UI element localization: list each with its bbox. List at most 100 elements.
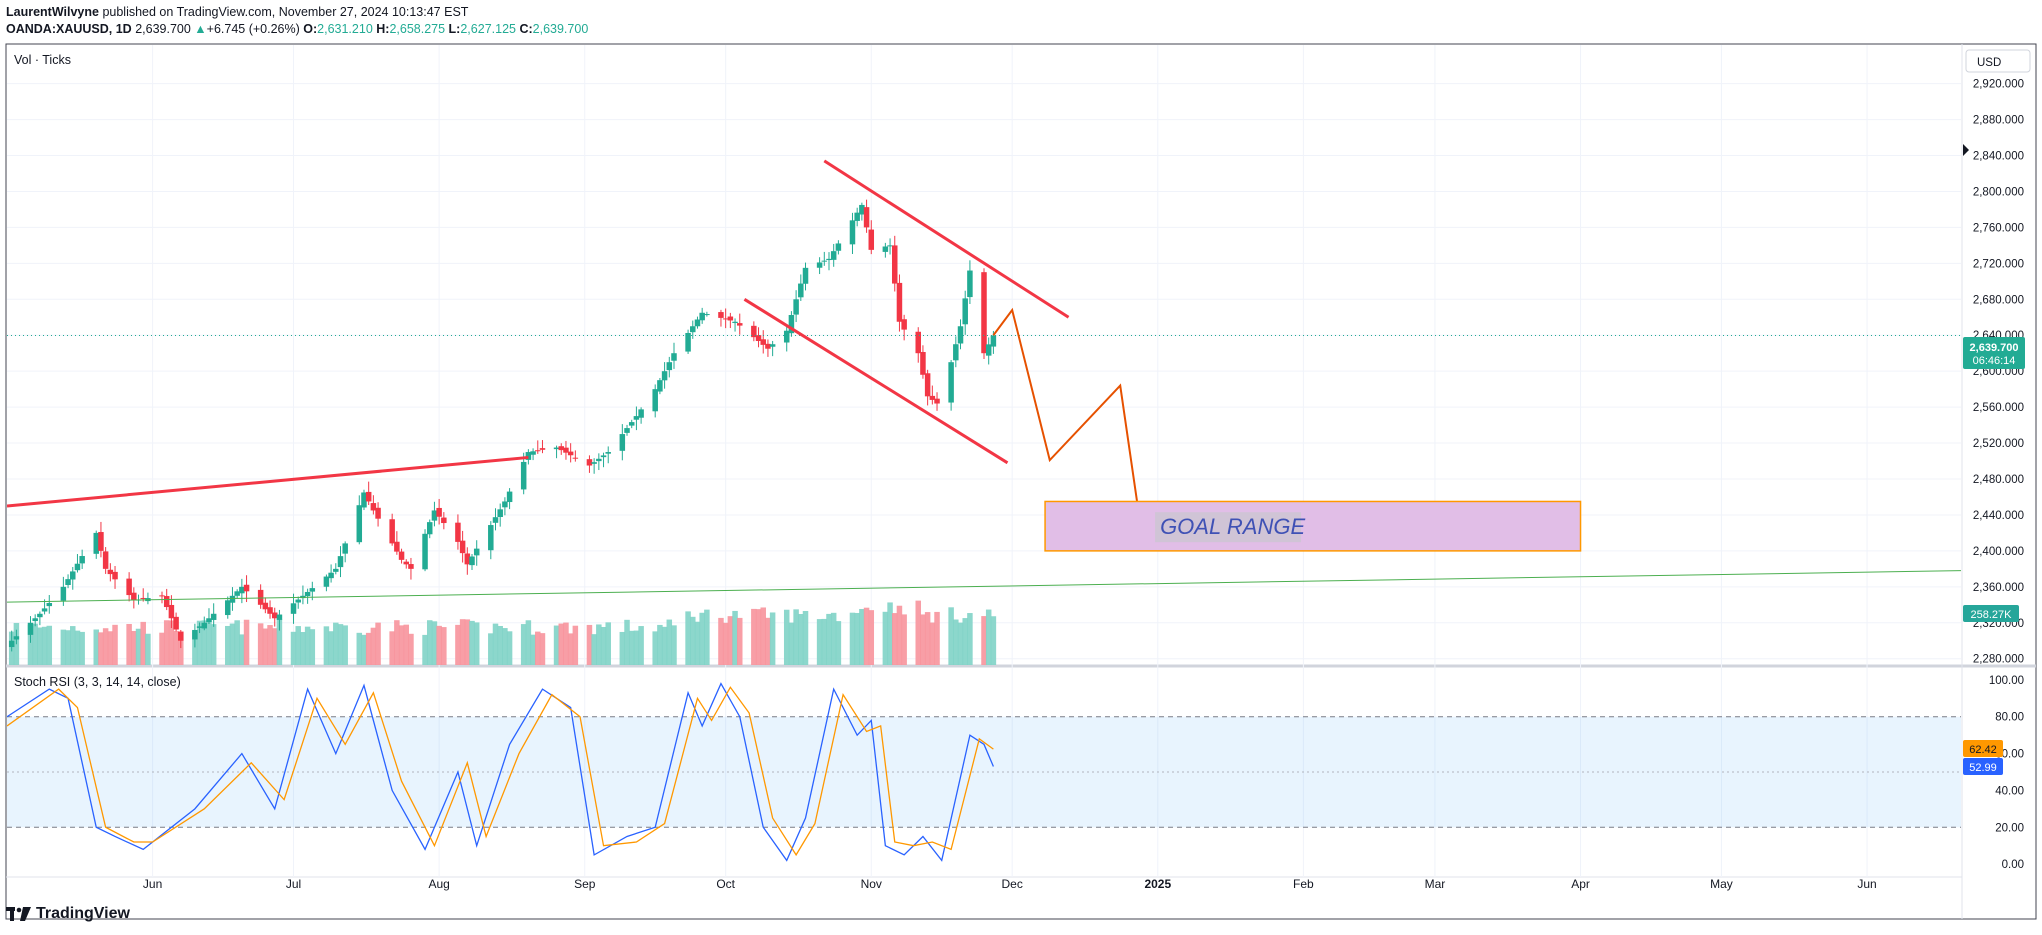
candle-body [525,452,532,460]
candle-body [760,339,766,345]
volume-bar [882,611,889,665]
volume-bar [79,631,85,665]
currency-button[interactable] [1965,49,2031,73]
volume-bar [271,628,278,665]
candle-body [488,525,494,551]
price-tick-label: 2,520.000 [1973,438,2024,450]
chart-header: LaurentWilvyne published on TradingView.… [6,4,588,38]
volume-bar [694,621,701,665]
volume-bar [990,616,997,665]
volume-bar [704,609,710,665]
high-value: 2,658.275 [389,22,446,36]
time-tick-label: Aug [428,877,449,891]
candle-body [892,245,898,284]
candle-body [295,599,301,603]
candle-body [93,532,99,554]
candle-body [192,629,198,640]
volume-bar [769,612,776,665]
volume-bar [948,607,954,665]
low-value: 2,627.125 [460,22,516,36]
candle-body [107,569,114,575]
candle-body [469,556,475,566]
candle-body [459,540,466,554]
volume-bar [304,626,311,665]
candle-body [628,422,635,426]
volume-bar [234,620,240,665]
volume-bar [854,612,860,665]
candle-body [323,576,330,587]
volume-pane-label[interactable]: Vol · Ticks [14,53,71,67]
volume-bar [765,617,771,665]
volume-bar [159,632,165,665]
volume-bar [342,625,348,665]
volume-bar [558,623,565,665]
volume-bar [426,620,433,665]
candle-body [276,614,283,620]
low-label: L: [448,22,461,36]
candle-body [920,351,926,375]
candle-body [732,321,738,323]
volume-bar [98,632,104,665]
candle-body [140,597,146,599]
candle-body [422,533,428,570]
volume-bar [572,625,579,665]
volume-bar [239,634,245,665]
time-tick-label: Jul [286,877,301,891]
volume-bar [488,633,494,665]
price-tick-label: 2,760.000 [1973,222,2024,234]
candle-body [849,220,856,245]
volume-bar [102,628,109,665]
volume-bar [563,622,569,665]
volume-bar [798,614,804,665]
volume-bar [276,619,283,665]
goal-range-box[interactable]: GOAL RANGE [1044,500,1582,552]
goal-range-rect[interactable] [1044,500,1582,552]
volume-bar [196,620,203,665]
stoch-pane-label[interactable]: Stoch RSI (3, 3, 14, 14, close) [14,675,181,689]
stoch-d-line [7,686,994,857]
volume-bar [929,622,936,665]
candle-body [271,612,278,619]
close-value: 2,639.700 [532,22,589,36]
trendline [7,455,529,508]
author-name[interactable]: LaurentWilvyne [6,5,99,19]
volume-bar [398,625,405,665]
price-axis[interactable]: 2,280.0002,320.0002,360.0002,400.0002,44… [1973,79,2024,871]
volume-bar [333,622,339,665]
volume-bar [821,618,828,665]
currency-label: USD [1977,57,2001,69]
time-tick-label: Jun [143,877,162,891]
close-label: C: [519,22,533,36]
candle-body [553,447,560,450]
volume-bar [896,605,903,665]
time-axis[interactable]: Jun Jul Aug Sep Oct Nov Dec 2025 Feb Mar Apr May Jun [143,877,1877,891]
candle-body [572,457,579,459]
candle-body [638,409,644,418]
stoch-k-line [7,682,994,862]
candle-body [624,428,630,433]
symbol-label[interactable]: OANDA:XAUUSD, 1D [6,22,132,36]
tradingview-logo[interactable]: TradingView [6,905,130,923]
volume-bar [422,634,428,665]
open-value: 2,631.210 [317,22,373,36]
price-tick-label: 2,280.000 [1973,654,2024,666]
candle-body [868,229,875,250]
volume-bar [915,600,921,665]
candle-body [953,344,959,361]
candle-body [783,330,790,343]
candle-body [473,548,480,556]
candle-body [737,323,743,326]
volume-bar [65,630,71,665]
candle-body [337,556,344,568]
candle-body [671,353,677,361]
volume-bar [520,624,527,665]
volume-bar [633,630,640,665]
axis-collapse-arrow-icon[interactable] [1963,144,1969,156]
volume-bar [131,630,137,665]
stoch-d-badge: 62.42 [1969,744,1997,756]
volume-bar [901,614,907,665]
volume-bar [967,613,973,665]
volume-bar [591,634,597,665]
drawings[interactable] [7,159,1961,603]
